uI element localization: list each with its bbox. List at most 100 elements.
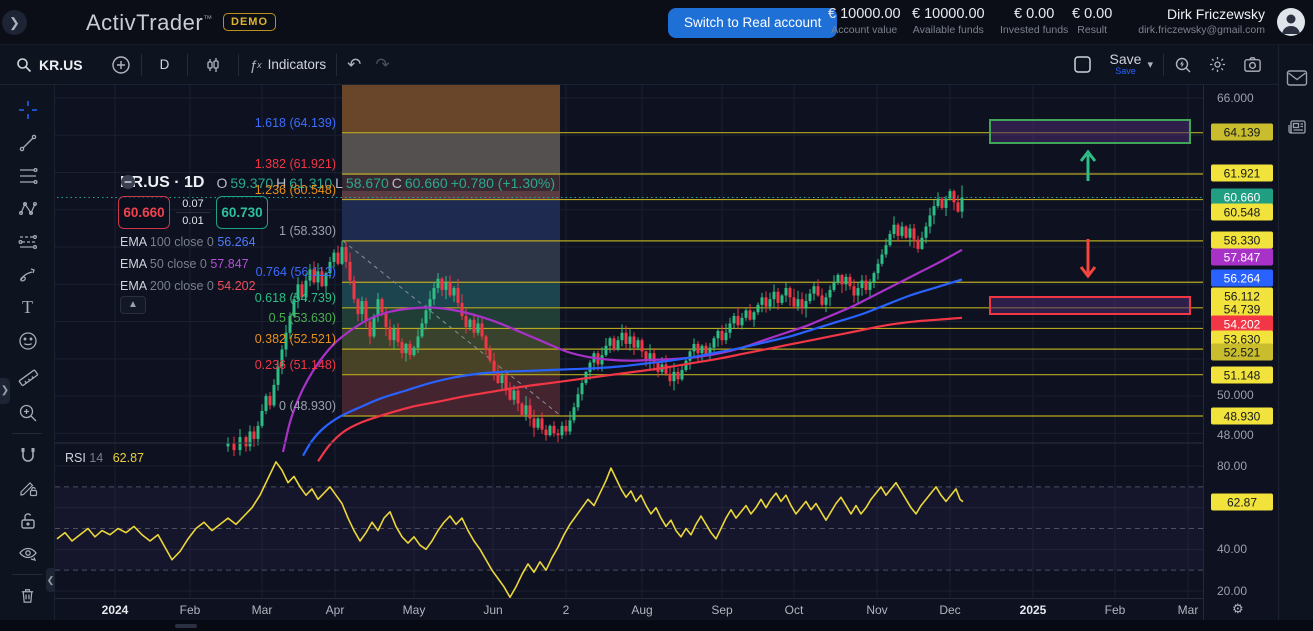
trendline-tool[interactable] bbox=[0, 126, 55, 159]
ema-50-legend[interactable]: EMA 50 close 0 57.847 bbox=[120, 257, 249, 271]
price-axis-label: 80.00 bbox=[1217, 459, 1248, 473]
expand-panel-icon[interactable]: ❯ bbox=[2, 10, 27, 35]
hide-series-icon[interactable] bbox=[120, 174, 136, 190]
chevron-down-icon[interactable]: ▾ bbox=[1147, 59, 1153, 71]
save-button[interactable]: Save Save bbox=[1109, 50, 1142, 76]
switch-to-real-button[interactable]: Switch to Real account bbox=[668, 8, 838, 38]
price-axis-label: 64.139 bbox=[1211, 123, 1273, 141]
symbol-search[interactable]: KR.US bbox=[39, 56, 83, 73]
ohlc-values: O 59.370 H 61.310 L 58.670 C 60.660 +0.780 (… bbox=[212, 175, 559, 191]
time-axis-label[interactable]: 2024 bbox=[101, 603, 129, 617]
chart-legend: KR.US · 1D O 59.370 H 61.310 L 58.670 C 60.6… bbox=[118, 174, 680, 314]
zoom-in-tool[interactable] bbox=[0, 396, 55, 429]
invested-funds: € 0.00 Invested funds bbox=[1000, 6, 1069, 36]
right-rail bbox=[1278, 45, 1313, 631]
time-axis-label[interactable]: Mar bbox=[1177, 603, 1199, 617]
bottom-strip bbox=[0, 620, 1313, 631]
divider bbox=[12, 433, 42, 434]
price-axis-label: 54.202 bbox=[1211, 315, 1273, 333]
crosshair-tool[interactable] bbox=[0, 93, 55, 126]
buy-button[interactable]: 60.730 bbox=[216, 196, 268, 229]
available-funds: € 10000.00 Available funds bbox=[912, 6, 985, 36]
time-axis-label[interactable]: Feb bbox=[1104, 603, 1126, 617]
layout-icon[interactable] bbox=[1073, 55, 1092, 74]
timeframe-button[interactable]: D bbox=[159, 57, 170, 72]
ema-200-legend[interactable]: EMA 200 close 0 54.202 bbox=[120, 279, 256, 293]
time-axis-label[interactable]: Mar bbox=[251, 603, 273, 617]
sell-button[interactable]: 60.660 bbox=[118, 196, 170, 229]
price-axis-label: 66.000 bbox=[1217, 91, 1254, 105]
text-tool[interactable]: T bbox=[22, 297, 33, 317]
undo-icon[interactable]: ↶ bbox=[347, 54, 362, 74]
price-axis-label: 54.739 bbox=[1211, 300, 1273, 318]
account-value: € 10000.00 Account value bbox=[828, 6, 901, 36]
demo-badge: DEMO bbox=[223, 13, 276, 31]
search-icon[interactable] bbox=[16, 57, 32, 73]
time-axis-label[interactable]: Dec bbox=[939, 603, 961, 617]
price-axis-label: 57.847 bbox=[1211, 248, 1273, 266]
drawing-mode-tool[interactable] bbox=[0, 471, 55, 504]
pattern-tool[interactable] bbox=[0, 192, 55, 225]
watchlist-flyout-handle[interactable]: ❯ bbox=[0, 378, 10, 404]
time-axis-label[interactable]: Jun bbox=[483, 603, 503, 617]
price-axis-label: 51.148 bbox=[1211, 366, 1273, 384]
mail-icon[interactable] bbox=[1279, 63, 1313, 93]
collapse-legend-button[interactable]: ▲ bbox=[120, 296, 146, 314]
ema-100-legend[interactable]: EMA 100 close 0 56.264 bbox=[120, 235, 256, 249]
price-axis[interactable]: 66.000 64.139 61.921 60.660 60.548 58.330 57.8… bbox=[1203, 85, 1278, 620]
divider bbox=[12, 574, 42, 575]
scrollbar-handle[interactable] bbox=[175, 624, 197, 628]
indicators-button[interactable]: Indicators bbox=[267, 57, 327, 72]
add-symbol-icon[interactable] bbox=[111, 55, 131, 75]
magnet-tool[interactable] bbox=[0, 438, 55, 471]
chart-type-icon[interactable] bbox=[204, 56, 222, 74]
legend-symbol[interactable]: KR.US · 1D bbox=[120, 174, 205, 191]
chart-canvas[interactable] bbox=[55, 85, 1203, 620]
brush-tool[interactable] bbox=[0, 258, 55, 291]
sidebar-collapse-handle[interactable]: ❮ bbox=[46, 568, 55, 592]
emoji-tool[interactable] bbox=[0, 324, 55, 357]
price-axis-label: 56.264 bbox=[1211, 269, 1273, 287]
time-axis-label[interactable]: Nov bbox=[866, 603, 888, 617]
time-axis-settings-icon[interactable]: ⚙ bbox=[1232, 601, 1244, 616]
avatar[interactable] bbox=[1277, 8, 1305, 36]
divider bbox=[140, 53, 142, 76]
time-axis-label[interactable]: Apr bbox=[325, 603, 345, 617]
time-axis-label[interactable]: 2025 bbox=[1019, 603, 1047, 617]
news-icon[interactable] bbox=[1279, 113, 1313, 143]
price-axis-label: 56.112 bbox=[1211, 287, 1273, 305]
time-axis-label[interactable]: Feb bbox=[179, 603, 201, 617]
time-axis[interactable]: 2024 Feb Mar Apr May Jun 2 Aug Sep Oct Nov Dec 2025 F… bbox=[55, 598, 1203, 620]
divider bbox=[1163, 53, 1164, 76]
redo-icon[interactable]: ↷ bbox=[375, 54, 390, 74]
price-axis-label: 48.930 bbox=[1211, 407, 1273, 425]
divider bbox=[238, 53, 240, 76]
lock-tool[interactable] bbox=[0, 504, 55, 537]
divider bbox=[336, 53, 338, 76]
price-axis-label: 60.660 bbox=[1211, 188, 1273, 206]
time-axis-label[interactable]: May bbox=[402, 603, 426, 617]
price-axis-label: 40.00 bbox=[1217, 542, 1248, 556]
rsi-legend[interactable]: RSI 14 62.87 bbox=[65, 451, 144, 465]
time-axis-label[interactable]: 2 bbox=[562, 603, 570, 617]
settings-gear-icon[interactable] bbox=[1208, 55, 1227, 74]
hide-drawings-tool[interactable] bbox=[0, 537, 55, 570]
time-axis-label[interactable]: Oct bbox=[784, 603, 804, 617]
user-info[interactable]: Dirk Friczewsky dirk.friczewsky@gmail.co… bbox=[1138, 6, 1265, 36]
camera-icon[interactable] bbox=[1243, 55, 1262, 74]
price-axis-label: 53.630 bbox=[1211, 330, 1273, 348]
divider bbox=[187, 53, 189, 76]
time-axis-label[interactable]: Sep bbox=[711, 603, 733, 617]
time-axis-label[interactable]: Aug bbox=[631, 603, 653, 617]
quick-search-icon[interactable] bbox=[1174, 56, 1192, 74]
ruler-tool[interactable] bbox=[0, 363, 55, 396]
fib-retracement-tool[interactable] bbox=[0, 159, 55, 192]
forecast-tool[interactable] bbox=[0, 225, 55, 258]
remove-drawings-tool[interactable] bbox=[0, 579, 55, 612]
app-logo: ActivTrader™ bbox=[86, 10, 213, 35]
chart-area[interactable]: KR.US · 1D O 59.370 H 61.310 L 58.670 C 60.6… bbox=[55, 85, 1203, 620]
result-value: € 0.00 Result bbox=[1072, 6, 1113, 36]
